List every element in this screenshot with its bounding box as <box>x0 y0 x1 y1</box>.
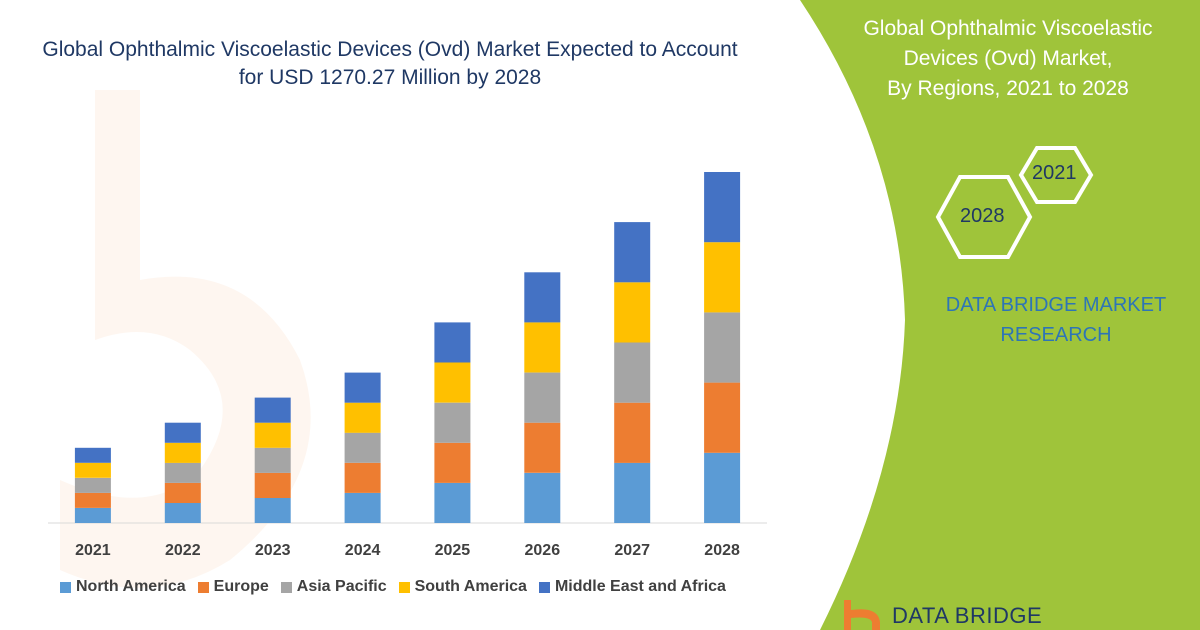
bar-segment-2027-asia-pacific <box>614 342 651 403</box>
bar-segment-2023-asia-pacific <box>254 447 291 473</box>
bar-segment-2024-europe <box>344 462 381 493</box>
panel-title-line-3: By Regions, 2021 to 2028 <box>887 77 1129 100</box>
bar-segment-2027-south-america <box>614 282 651 343</box>
legend-swatch <box>398 581 410 593</box>
bar-segment-2026-south-america <box>524 322 561 373</box>
bar-segment-2021-south-america <box>74 462 111 478</box>
panel-title: Global Ophthalmic Viscoelastic Devices (… <box>836 14 1180 104</box>
chart-legend: North America Europe Asia Pacific South Ame… <box>60 576 726 598</box>
legend-label: Europe <box>213 578 269 595</box>
bar-segment-2028-south-america <box>704 242 741 313</box>
bar-segment-2021-north-america <box>74 508 111 523</box>
bar-segment-2021-asia-pacific <box>74 477 111 493</box>
bar-segment-2027-middle-east-and-africa <box>614 222 651 283</box>
x-tick-label-2028: 2028 <box>704 542 740 559</box>
x-tick-label-2023: 2023 <box>255 542 291 559</box>
bar-segment-2026-europe <box>524 422 561 473</box>
footer-logo-mark <box>844 600 880 630</box>
panel-title-line-2: Devices (Ovd) Market, <box>903 47 1113 70</box>
hexagon-2028-label: 2028 <box>960 205 1005 227</box>
bar-segment-2028-europe <box>704 382 741 453</box>
legend-item-asia-pacific: Asia Pacific <box>280 578 387 596</box>
bar-segment-2021-middle-east-and-africa <box>74 447 111 463</box>
bar-segment-2022-asia-pacific <box>164 462 201 483</box>
bar-segment-2027-north-america <box>614 462 651 523</box>
bar-segment-2028-asia-pacific <box>704 312 741 383</box>
bar-segment-2023-europe <box>254 472 291 498</box>
hexagon-2021-shape <box>1018 146 1094 204</box>
legend-swatch <box>197 581 209 593</box>
legend-item-middle-east-and-africa: Middle East and Africa <box>538 578 726 596</box>
bar-segment-2026-asia-pacific <box>524 372 561 423</box>
x-tick-label-2025: 2025 <box>435 542 471 559</box>
bar-segment-2023-middle-east-and-africa <box>254 397 291 423</box>
bar-segment-2021-europe <box>74 492 111 508</box>
bar-segment-2025-south-america <box>434 362 471 403</box>
bar-segment-2025-middle-east-and-africa <box>434 322 471 363</box>
bar-segment-2025-asia-pacific <box>434 402 471 443</box>
legend-swatch <box>538 581 550 593</box>
bar-segment-2024-middle-east-and-africa <box>344 372 381 403</box>
x-tick-label-2021: 2021 <box>75 542 111 559</box>
bar-segment-2024-north-america <box>344 492 381 523</box>
brand-name: DATA BRIDGE MARKET RESEARCH <box>906 290 1200 350</box>
bar-segment-2023-south-america <box>254 422 291 448</box>
legend-label: Asia Pacific <box>296 578 387 595</box>
legend-label: North America <box>76 578 186 595</box>
bar-segment-2026-north-america <box>524 472 561 523</box>
bar-segment-2022-middle-east-and-africa <box>164 422 201 443</box>
bar-segment-2023-north-america <box>254 497 291 523</box>
legend-label: Middle East and Africa <box>554 578 726 595</box>
hexagon-2021-label: 2021 <box>1032 162 1077 184</box>
bar-segment-2022-south-america <box>164 442 201 463</box>
bar-segment-2027-europe <box>614 402 651 463</box>
panel-title-line-1: Global Ophthalmic Viscoelastic <box>863 17 1153 40</box>
legend-item-north-america: North America <box>60 578 186 596</box>
bar-segment-2024-asia-pacific <box>344 432 381 463</box>
watermark-logo <box>60 90 311 588</box>
legend-swatch <box>60 581 71 593</box>
bar-segment-2022-europe <box>164 482 201 503</box>
brand-line-1: DATA BRIDGE MARKET <box>945 294 1167 316</box>
bar-segment-2028-north-america <box>704 452 741 523</box>
green-side-panel <box>800 0 1200 630</box>
x-tick-label-2027: 2027 <box>614 542 650 559</box>
bar-segment-2025-north-america <box>434 482 471 523</box>
x-tick-label-2026: 2026 <box>525 542 561 559</box>
bar-segment-2028-middle-east-and-africa <box>704 172 741 243</box>
x-tick-label-2024: 2024 <box>345 542 381 559</box>
bar-segment-2022-north-america <box>164 502 201 523</box>
x-tick-label-2022: 2022 <box>165 542 201 559</box>
footer-logo-text: DATA BRIDGE <box>892 603 1043 628</box>
brand-line-2: RESEARCH <box>1000 324 1112 346</box>
chart-title: Global Ophthalmic Viscoelastic Devices (… <box>42 38 738 89</box>
hexagon-2028-shape <box>935 175 1033 259</box>
legend-item-europe: Europe <box>197 578 269 596</box>
bar-segment-2025-europe <box>434 442 471 483</box>
legend-label: South America <box>414 578 527 595</box>
legend-item-south-america: South America <box>398 578 527 596</box>
bar-segment-2024-south-america <box>344 402 381 433</box>
legend-swatch <box>280 581 292 593</box>
bar-segment-2026-middle-east-and-africa <box>524 272 561 323</box>
